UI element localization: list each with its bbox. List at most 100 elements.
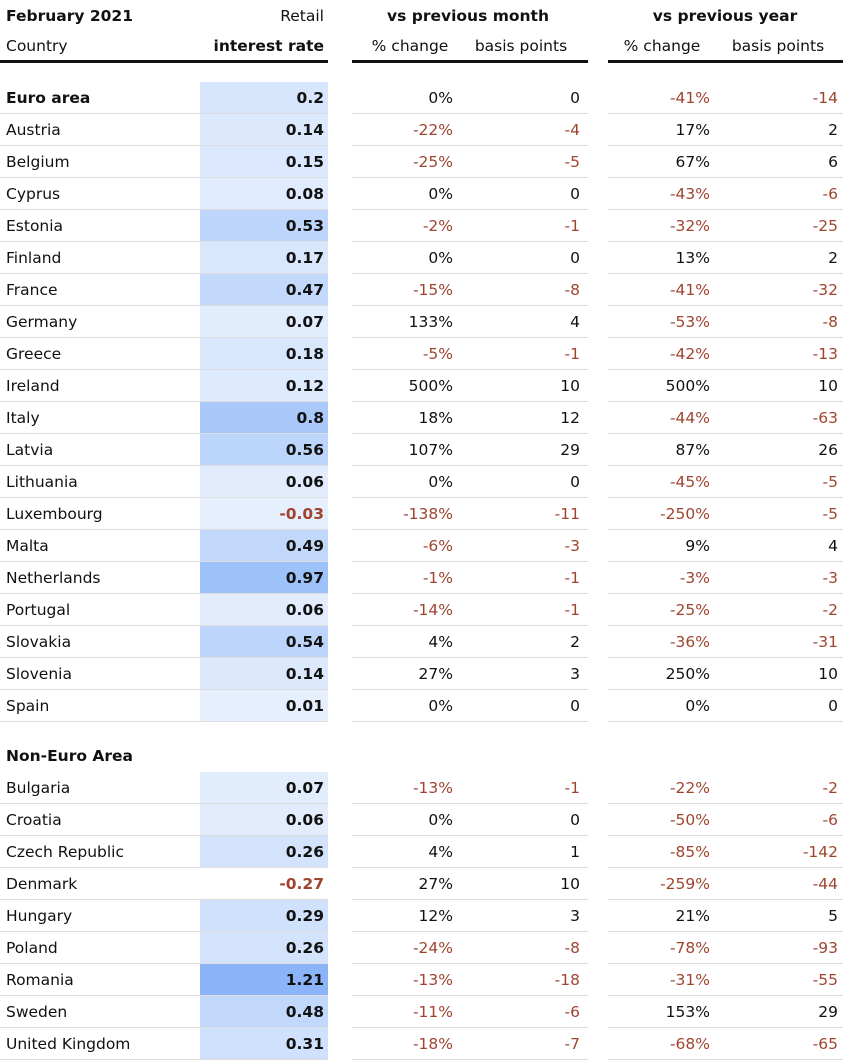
rate-shade — [200, 772, 328, 804]
country: Poland — [6, 939, 58, 957]
value: -13% — [412, 779, 453, 797]
col-header: basis points — [474, 37, 568, 55]
row-line — [352, 273, 588, 274]
value: 250% — [665, 665, 710, 683]
row-line — [352, 465, 588, 466]
value: 500% — [408, 377, 453, 395]
value: 3 — [570, 907, 580, 925]
value: 0% — [428, 89, 453, 107]
value: 26 — [818, 441, 838, 459]
row-line — [608, 241, 843, 242]
rate-shade — [200, 274, 328, 306]
value: -44 — [812, 875, 838, 893]
rate: 0.54 — [285, 633, 324, 651]
rate: 0.8 — [296, 409, 324, 427]
value: -8 — [822, 313, 838, 331]
country: Austria — [6, 121, 61, 139]
value: -6 — [822, 811, 838, 829]
rate: 0.07 — [285, 779, 324, 797]
rate-shade — [200, 562, 328, 594]
value: -2 — [822, 601, 838, 619]
value: -32% — [669, 217, 710, 235]
row-line — [0, 689, 328, 690]
row-line — [352, 835, 588, 836]
value: 0% — [428, 811, 453, 829]
row-line — [0, 145, 328, 146]
value: -11 — [554, 505, 580, 523]
value: -85% — [669, 843, 710, 861]
period: February 2021 — [6, 7, 133, 25]
value: 87% — [675, 441, 710, 459]
rate-shade — [200, 836, 328, 868]
row-line — [0, 995, 328, 996]
row-line — [0, 209, 328, 210]
value: 18% — [418, 409, 453, 427]
value: 500% — [665, 377, 710, 395]
value: -142 — [802, 843, 838, 861]
value: -41% — [669, 281, 710, 299]
rate-shade — [200, 1028, 328, 1060]
rate-shade — [200, 498, 328, 530]
row-line — [352, 401, 588, 402]
row-line — [0, 401, 328, 402]
value: -14% — [412, 601, 453, 619]
value: 1 — [570, 843, 580, 861]
country: Italy — [6, 409, 40, 427]
rate: 0.26 — [285, 843, 324, 861]
country: Malta — [6, 537, 49, 555]
row-line — [352, 369, 588, 370]
row-line — [352, 305, 588, 306]
value: -3 — [822, 569, 838, 587]
row-line — [0, 177, 328, 178]
rate-shade — [200, 964, 328, 996]
row-line — [608, 369, 843, 370]
row-line — [608, 835, 843, 836]
rate-shade — [200, 804, 328, 836]
rate-shade — [200, 996, 328, 1028]
value: -259% — [660, 875, 710, 893]
value: 0% — [428, 473, 453, 491]
value: -1 — [564, 345, 580, 363]
value: -11% — [412, 1003, 453, 1021]
country: Latvia — [6, 441, 54, 459]
value: -13% — [412, 971, 453, 989]
row-line — [608, 177, 843, 178]
value: 0 — [570, 697, 580, 715]
value: 0 — [570, 811, 580, 829]
rate: 0.14 — [285, 665, 324, 683]
value: -2 — [822, 779, 838, 797]
row-line — [608, 529, 843, 530]
rate-header: interest rate — [213, 37, 324, 55]
rate: 1.21 — [285, 971, 324, 989]
row-line — [352, 209, 588, 210]
row-line — [608, 899, 843, 900]
value: -22% — [669, 779, 710, 797]
rate-shade — [200, 114, 328, 146]
value: -14 — [812, 89, 838, 107]
row-line — [352, 241, 588, 242]
value: -5 — [822, 473, 838, 491]
rate-shade — [200, 626, 328, 658]
row-line — [0, 241, 328, 242]
value: -24% — [412, 939, 453, 957]
row-line — [608, 145, 843, 146]
value: 10 — [560, 377, 580, 395]
rate: 0.31 — [285, 1035, 324, 1053]
rate: 0.14 — [285, 121, 324, 139]
row-line — [608, 305, 843, 306]
country: Cyprus — [6, 185, 61, 203]
row-line — [608, 593, 843, 594]
value: -25% — [412, 153, 453, 171]
value: -250% — [660, 505, 710, 523]
value: -78% — [669, 939, 710, 957]
value: 13% — [675, 249, 710, 267]
value: 0 — [570, 473, 580, 491]
row-line — [352, 1027, 588, 1028]
value: -41% — [669, 89, 710, 107]
rate-shade — [200, 210, 328, 242]
rate: 0.12 — [285, 377, 324, 395]
value: -7 — [564, 1035, 580, 1053]
group-title: Non-Euro Area — [6, 747, 134, 765]
value: 4% — [428, 843, 453, 861]
